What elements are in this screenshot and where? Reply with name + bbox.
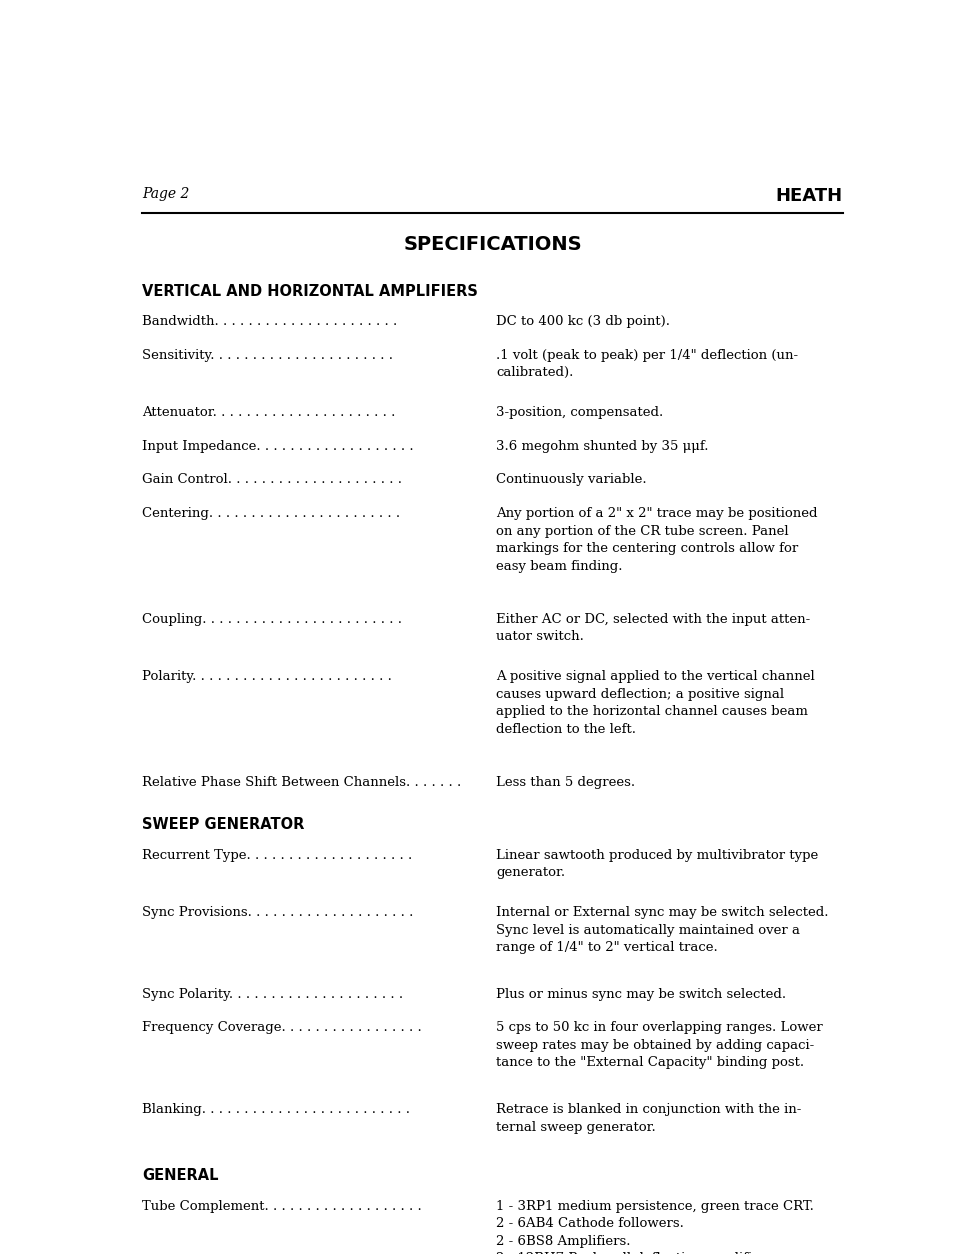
Text: Recurrent Type. . . . . . . . . . . . . . . . . . . .: Recurrent Type. . . . . . . . . . . . . … [142, 849, 412, 861]
Text: VERTICAL AND HORIZONTAL AMPLIFIERS: VERTICAL AND HORIZONTAL AMPLIFIERS [142, 283, 479, 298]
Text: Relative Phase Shift Between Channels. . . . . . .: Relative Phase Shift Between Channels. .… [142, 776, 461, 789]
Text: Plus or minus sync may be switch selected.: Plus or minus sync may be switch selecte… [496, 988, 786, 1001]
Text: Tube Complement. . . . . . . . . . . . . . . . . . .: Tube Complement. . . . . . . . . . . . .… [142, 1200, 422, 1213]
Text: Coupling. . . . . . . . . . . . . . . . . . . . . . . .: Coupling. . . . . . . . . . . . . . . . … [142, 613, 403, 626]
Text: Sensitivity. . . . . . . . . . . . . . . . . . . . . .: Sensitivity. . . . . . . . . . . . . . .… [142, 349, 393, 361]
Text: SPECIFICATIONS: SPECIFICATIONS [404, 236, 581, 255]
Text: DC to 400 kc (3 db point).: DC to 400 kc (3 db point). [496, 315, 670, 327]
Text: Linear sawtooth produced by multivibrator type
generator.: Linear sawtooth produced by multivibrato… [496, 849, 819, 879]
Text: A positive signal applied to the vertical channel
causes upward deflection; a po: A positive signal applied to the vertica… [496, 671, 815, 736]
Text: Gain Control. . . . . . . . . . . . . . . . . . . . .: Gain Control. . . . . . . . . . . . . . … [142, 474, 403, 487]
Text: Blanking. . . . . . . . . . . . . . . . . . . . . . . . .: Blanking. . . . . . . . . . . . . . . . … [142, 1104, 410, 1116]
Text: 5 cps to 50 kc in four overlapping ranges. Lower
sweep rates may be obtained by : 5 cps to 50 kc in four overlapping range… [496, 1022, 823, 1070]
Text: Retrace is blanked in conjunction with the in-
ternal sweep generator.: Retrace is blanked in conjunction with t… [496, 1104, 801, 1134]
Text: Page 2: Page 2 [142, 187, 190, 201]
Text: Centering. . . . . . . . . . . . . . . . . . . . . . .: Centering. . . . . . . . . . . . . . . .… [142, 507, 401, 520]
Text: 3.6 megohm shunted by 35 μμf.: 3.6 megohm shunted by 35 μμf. [496, 440, 708, 453]
Text: Less than 5 degrees.: Less than 5 degrees. [496, 776, 635, 789]
Text: Input Impedance. . . . . . . . . . . . . . . . . . .: Input Impedance. . . . . . . . . . . . .… [142, 440, 414, 453]
Text: 3-position, compensated.: 3-position, compensated. [496, 406, 663, 419]
Text: Attenuator. . . . . . . . . . . . . . . . . . . . . .: Attenuator. . . . . . . . . . . . . . . … [142, 406, 396, 419]
Text: Frequency Coverage. . . . . . . . . . . . . . . . .: Frequency Coverage. . . . . . . . . . . … [142, 1022, 422, 1035]
Text: Sync Provisions. . . . . . . . . . . . . . . . . . . .: Sync Provisions. . . . . . . . . . . . .… [142, 907, 414, 919]
Text: HEATH: HEATH [776, 187, 843, 206]
Text: Any portion of a 2" x 2" trace may be positioned
on any portion of the CR tube s: Any portion of a 2" x 2" trace may be po… [496, 507, 818, 573]
Text: Bandwidth. . . . . . . . . . . . . . . . . . . . . .: Bandwidth. . . . . . . . . . . . . . . .… [142, 315, 398, 327]
Text: SWEEP GENERATOR: SWEEP GENERATOR [142, 818, 305, 833]
Text: .1 volt (peak to peak) per 1/4" deflection (un-
calibrated).: .1 volt (peak to peak) per 1/4" deflecti… [496, 349, 799, 379]
Text: Either AC or DC, selected with the input atten-
uator switch.: Either AC or DC, selected with the input… [496, 613, 810, 643]
Text: Continuously variable.: Continuously variable. [496, 474, 647, 487]
Text: 1 - 3RP1 medium persistence, green trace CRT.
2 - 6AB4 Cathode followers.
2 - 6B: 1 - 3RP1 medium persistence, green trace… [496, 1200, 814, 1254]
Text: Internal or External sync may be switch selected.
Sync level is automatically ma: Internal or External sync may be switch … [496, 907, 828, 954]
Text: GENERAL: GENERAL [142, 1169, 219, 1184]
Text: Sync Polarity. . . . . . . . . . . . . . . . . . . . .: Sync Polarity. . . . . . . . . . . . . .… [142, 988, 404, 1001]
Text: Polarity. . . . . . . . . . . . . . . . . . . . . . . .: Polarity. . . . . . . . . . . . . . . . … [142, 671, 392, 683]
